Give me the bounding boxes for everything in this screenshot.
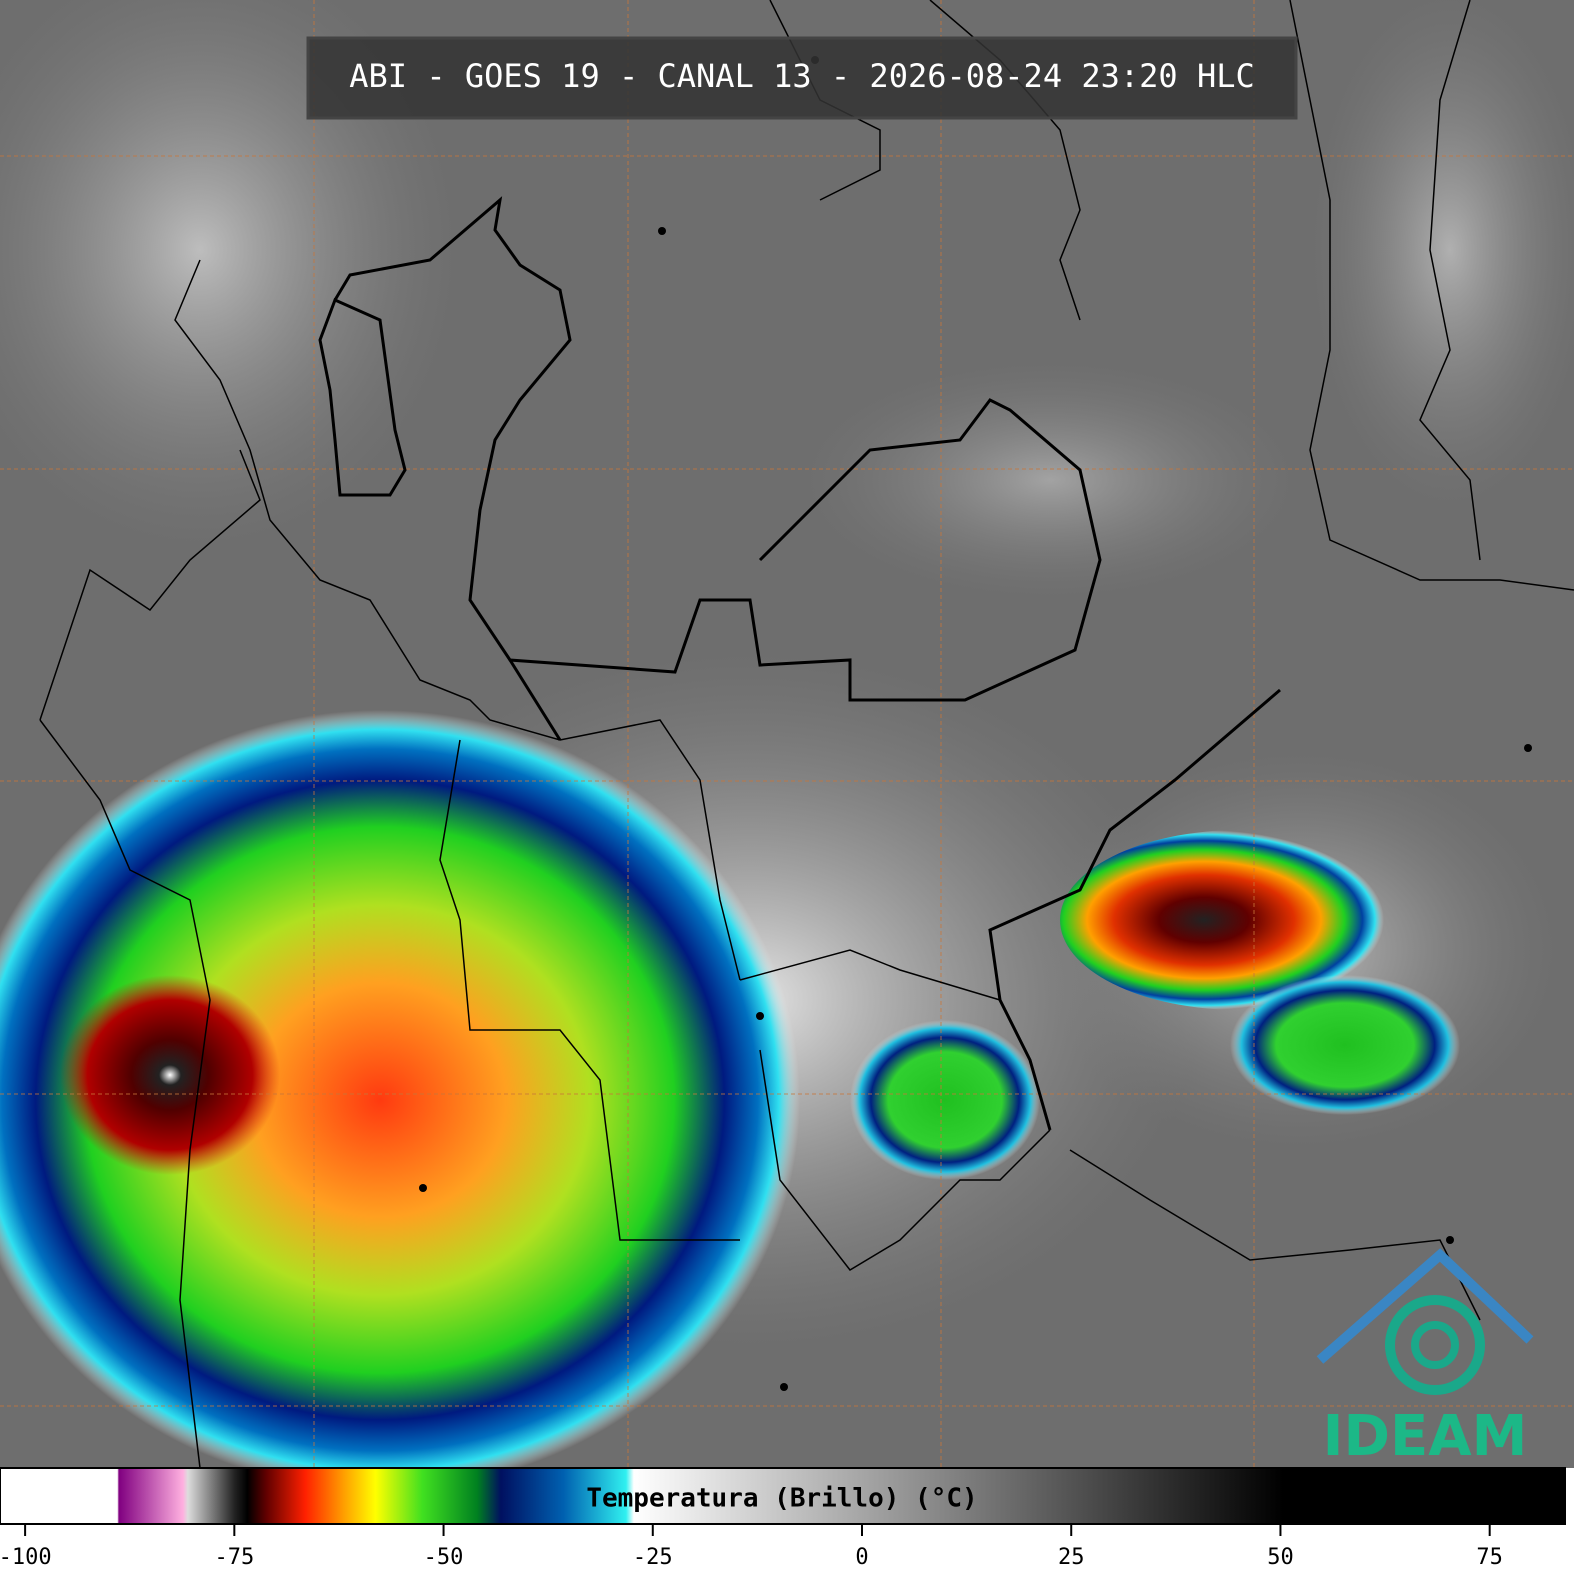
title: ABI - GOES 19 - CANAL 13 - 2026-08-24 23… (349, 57, 1254, 95)
title-box (306, 36, 1298, 120)
logo: IDEAM (1316, 1248, 1534, 1469)
colorbar-tick-label: 75 (1476, 1545, 1503, 1570)
colorbar-label: Temperatura (Brillo) (°C) (586, 1484, 977, 1514)
colorbar-tick-label: 0 (855, 1545, 868, 1570)
colorbar-tick-label: -75 (214, 1545, 254, 1570)
logo-text: IDEAM (1323, 1404, 1528, 1469)
colorbar: Temperatura (Brillo) (°C) -100 -75 -50 -25 0… (0, 1467, 1566, 1570)
cities (419, 56, 1532, 1391)
graticule (0, 0, 1574, 1468)
colorbar-tick-label: -25 (633, 1545, 673, 1570)
colorbar-tick-label: -100 (0, 1545, 52, 1570)
satellite-image (0, 0, 1574, 1490)
colorbar-tick-label: 50 (1267, 1545, 1294, 1570)
colorbar-tick-label: -50 (424, 1545, 464, 1570)
borders (39, 0, 1574, 1469)
colorbar-tick-label: 25 (1058, 1545, 1085, 1570)
